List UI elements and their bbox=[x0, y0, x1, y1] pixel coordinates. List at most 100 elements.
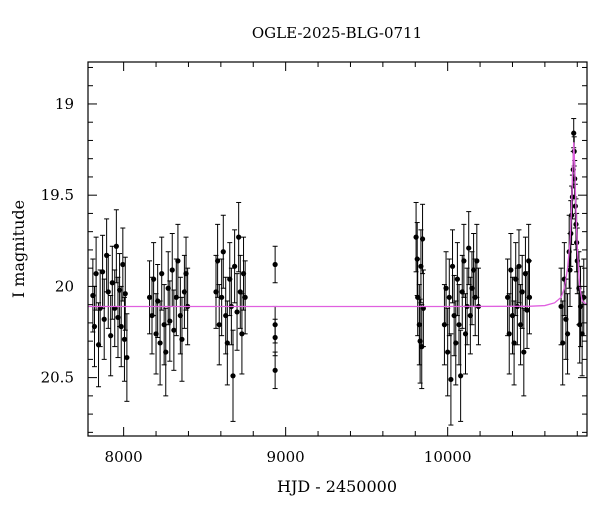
point-marker bbox=[124, 354, 130, 361]
data-point bbox=[122, 256, 128, 331]
data-point bbox=[236, 201, 242, 273]
data-point bbox=[417, 298, 423, 384]
model-curve bbox=[88, 142, 587, 308]
data-point bbox=[560, 300, 566, 386]
point-marker bbox=[105, 289, 111, 295]
point-marker bbox=[109, 280, 115, 286]
point-marker bbox=[446, 294, 452, 300]
data-point bbox=[101, 278, 107, 360]
point-marker bbox=[101, 316, 107, 322]
point-marker bbox=[526, 294, 533, 300]
point-marker bbox=[151, 276, 157, 282]
data-point bbox=[157, 300, 163, 386]
point-marker bbox=[511, 340, 517, 346]
point-marker bbox=[121, 336, 128, 342]
data-point bbox=[118, 285, 124, 368]
data-point bbox=[458, 329, 464, 422]
point-marker bbox=[445, 349, 451, 355]
point-marker bbox=[508, 267, 514, 273]
x-axis: 8000 9000 10000 bbox=[105, 62, 578, 466]
data-point bbox=[224, 300, 230, 386]
data-point bbox=[511, 300, 517, 386]
data-point bbox=[449, 229, 456, 304]
point-marker bbox=[171, 327, 177, 333]
point-marker bbox=[167, 318, 173, 324]
data-point bbox=[516, 229, 522, 304]
data-point bbox=[167, 280, 173, 362]
point-marker bbox=[219, 294, 225, 300]
point-marker bbox=[560, 340, 566, 346]
data-point bbox=[108, 295, 114, 377]
y-axis: 19 19.5 20 20.5 bbox=[41, 66, 587, 433]
data-point bbox=[414, 222, 420, 297]
point-marker bbox=[419, 236, 426, 242]
data-point bbox=[230, 329, 236, 422]
point-marker bbox=[234, 309, 240, 315]
x-tick-label: 9000 bbox=[267, 448, 305, 466]
point-marker bbox=[581, 294, 587, 300]
y-axis-title: I magnitude bbox=[9, 200, 28, 298]
data-point bbox=[237, 254, 243, 329]
point-marker bbox=[519, 289, 525, 295]
point-marker bbox=[524, 307, 530, 313]
point-marker bbox=[163, 349, 169, 355]
point-marker bbox=[113, 243, 119, 249]
point-marker bbox=[179, 336, 185, 342]
point-marker bbox=[443, 285, 449, 291]
data-point bbox=[171, 289, 177, 371]
point-marker bbox=[224, 340, 230, 346]
point-marker bbox=[474, 258, 480, 264]
point-marker bbox=[456, 322, 462, 328]
data-point bbox=[461, 223, 467, 298]
data-point bbox=[521, 307, 527, 397]
point-marker bbox=[157, 340, 163, 346]
point-marker bbox=[272, 334, 278, 341]
point-marker bbox=[237, 289, 243, 295]
point-marker bbox=[417, 338, 423, 344]
plot-content bbox=[88, 118, 587, 426]
x-tick-label: 8000 bbox=[105, 448, 143, 466]
data-point bbox=[526, 260, 533, 335]
point-marker bbox=[577, 322, 583, 328]
point-marker bbox=[506, 331, 512, 337]
point-marker bbox=[99, 269, 106, 275]
point-marker bbox=[169, 267, 175, 273]
point-marker bbox=[516, 263, 522, 269]
data-point bbox=[272, 245, 278, 284]
data-point bbox=[146, 260, 153, 335]
data-point bbox=[220, 214, 226, 289]
point-marker bbox=[175, 258, 181, 264]
data-point bbox=[175, 223, 181, 298]
point-marker bbox=[571, 130, 577, 136]
point-marker bbox=[453, 340, 459, 346]
point-marker bbox=[118, 323, 124, 330]
point-marker bbox=[449, 263, 456, 269]
data-point bbox=[121, 296, 128, 382]
data-point bbox=[506, 293, 512, 375]
data-point bbox=[445, 307, 451, 397]
point-marker bbox=[242, 294, 248, 300]
data-point bbox=[163, 307, 169, 397]
plot-frame bbox=[87, 61, 588, 437]
y-tick-label: 19.5 bbox=[41, 186, 74, 204]
data-point bbox=[419, 203, 426, 275]
data-point bbox=[113, 209, 119, 284]
point-marker bbox=[120, 261, 126, 268]
point-marker bbox=[272, 367, 278, 373]
data-point bbox=[151, 242, 157, 317]
data-point bbox=[519, 254, 525, 329]
point-marker bbox=[564, 331, 571, 337]
point-marker bbox=[521, 349, 527, 355]
data-point bbox=[564, 293, 571, 375]
y-tick-label: 20 bbox=[55, 277, 74, 295]
data-point bbox=[93, 236, 99, 311]
point-marker bbox=[416, 322, 422, 328]
data-point bbox=[272, 318, 278, 357]
point-marker bbox=[461, 258, 467, 264]
point-marker bbox=[414, 256, 420, 262]
point-marker bbox=[239, 331, 245, 337]
data-point bbox=[456, 284, 462, 366]
point-marker bbox=[466, 245, 472, 251]
data-point bbox=[232, 229, 238, 304]
